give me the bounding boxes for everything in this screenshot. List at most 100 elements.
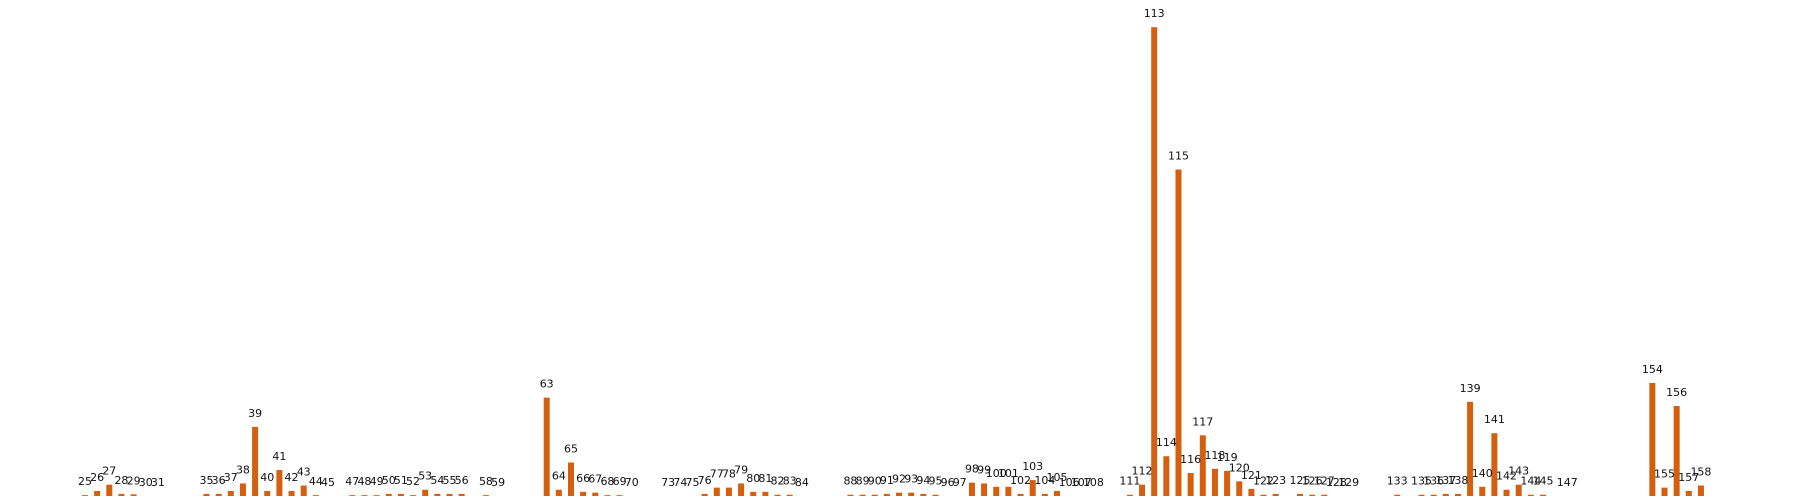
- bar-label-145: 145: [1533, 475, 1554, 488]
- bar-35: [203, 493, 210, 496]
- bar-93: [908, 492, 915, 496]
- bar-label-104: 104: [1034, 474, 1055, 487]
- bar-125: [1297, 493, 1303, 496]
- bar-145: [1540, 494, 1546, 496]
- bar-label-31: 31: [151, 476, 165, 489]
- bar-label-154: 154: [1642, 363, 1663, 376]
- bar-label-42: 42: [285, 471, 299, 484]
- bar-label-105: 105: [1047, 471, 1068, 484]
- bar-101: [1005, 486, 1012, 496]
- bar-137: [1442, 493, 1449, 496]
- bar-label-81: 81: [758, 472, 772, 485]
- bar-label-67: 67: [588, 473, 602, 486]
- bar-139: [1467, 401, 1474, 496]
- bar-119: [1224, 470, 1231, 496]
- bar-label-137: 137: [1435, 474, 1456, 487]
- bar-label-50: 50: [382, 474, 396, 487]
- bar-95: [932, 494, 939, 496]
- bar-label-89: 89: [856, 475, 870, 488]
- bar-label-26: 26: [90, 471, 104, 484]
- bar-80: [750, 491, 757, 496]
- bars-group: [82, 27, 1704, 496]
- bar-label-100: 100: [986, 467, 1007, 480]
- bar-label-58: 58: [479, 475, 493, 488]
- bar-141: [1491, 433, 1498, 496]
- bar-157: [1685, 490, 1692, 496]
- bar-78: [725, 487, 732, 496]
- bar-25: [82, 495, 88, 496]
- bar-label-53: 53: [418, 470, 432, 483]
- bar-label-142: 142: [1496, 470, 1517, 483]
- bar-label-76: 76: [698, 474, 712, 487]
- bar-label-56: 56: [455, 474, 469, 487]
- bar-28: [118, 493, 125, 496]
- bar-126: [1309, 494, 1316, 496]
- bar-label-84: 84: [795, 476, 809, 489]
- bar-label-125: 125: [1290, 474, 1311, 487]
- bar-100: [993, 486, 1000, 496]
- bar-154: [1649, 382, 1656, 496]
- bar-label-43: 43: [297, 466, 311, 479]
- bar-label-128: 128: [1326, 476, 1347, 489]
- bar-label-82: 82: [771, 475, 785, 488]
- bar-label-103: 103: [1022, 460, 1043, 473]
- bar-label-38: 38: [236, 463, 250, 476]
- bar-label-78: 78: [722, 468, 736, 481]
- bar-label-118: 118: [1204, 449, 1225, 462]
- bar-89: [859, 494, 866, 496]
- bar-82: [774, 494, 781, 496]
- bar-50: [385, 493, 392, 496]
- bar-label-158: 158: [1690, 466, 1711, 479]
- bar-140: [1479, 486, 1486, 496]
- bar-label-64: 64: [552, 470, 566, 483]
- bar-label-119: 119: [1217, 451, 1238, 464]
- bar-76: [701, 493, 708, 496]
- bar-138: [1454, 493, 1461, 496]
- bar-label-69: 69: [613, 475, 627, 488]
- bar-label-129: 129: [1338, 476, 1359, 489]
- bar-label-37: 37: [224, 471, 238, 484]
- bar-label-93: 93: [904, 473, 918, 486]
- bar-155: [1661, 487, 1668, 496]
- bar-label-63: 63: [540, 378, 554, 391]
- bar-117: [1199, 435, 1206, 496]
- bar-136: [1430, 494, 1437, 496]
- bar-label-144: 144: [1520, 475, 1541, 488]
- bar-43: [300, 485, 307, 496]
- bar-label-101: 101: [998, 467, 1019, 480]
- bar-55: [446, 493, 453, 496]
- bar-144: [1527, 494, 1534, 496]
- bar-label-123: 123: [1265, 474, 1286, 487]
- bar-143: [1515, 484, 1522, 496]
- bar-133: [1394, 494, 1401, 496]
- bar-29: [130, 494, 137, 496]
- bar-112: [1139, 484, 1146, 496]
- bar-label-96: 96: [941, 476, 955, 489]
- bar-label-97: 97: [953, 476, 967, 489]
- bar-120: [1236, 481, 1243, 496]
- bar-label-52: 52: [406, 475, 420, 488]
- bar-54: [434, 493, 441, 496]
- bar-label-27: 27: [102, 465, 116, 478]
- bar-64: [555, 489, 562, 496]
- bar-label-51: 51: [394, 474, 408, 487]
- bar-label-41: 41: [272, 450, 286, 463]
- bar-label-106: 106: [1059, 476, 1080, 489]
- bar-69: [616, 495, 623, 496]
- bar-label-40: 40: [260, 471, 274, 484]
- bar-label-28: 28: [114, 474, 128, 487]
- bar-58: [482, 495, 489, 496]
- bar-label-68: 68: [600, 475, 614, 488]
- bar-label-127: 127: [1314, 475, 1335, 488]
- bar-label-92: 92: [892, 473, 906, 486]
- bar-label-48: 48: [357, 475, 371, 488]
- bar-37: [227, 490, 234, 496]
- bar-label-73: 73: [661, 476, 675, 489]
- bar-label-121: 121: [1241, 469, 1262, 482]
- bar-label-120: 120: [1229, 461, 1250, 474]
- bar-65: [568, 462, 574, 496]
- bar-label-70: 70: [625, 476, 639, 489]
- bar-115: [1175, 169, 1182, 496]
- bar-122: [1260, 494, 1267, 496]
